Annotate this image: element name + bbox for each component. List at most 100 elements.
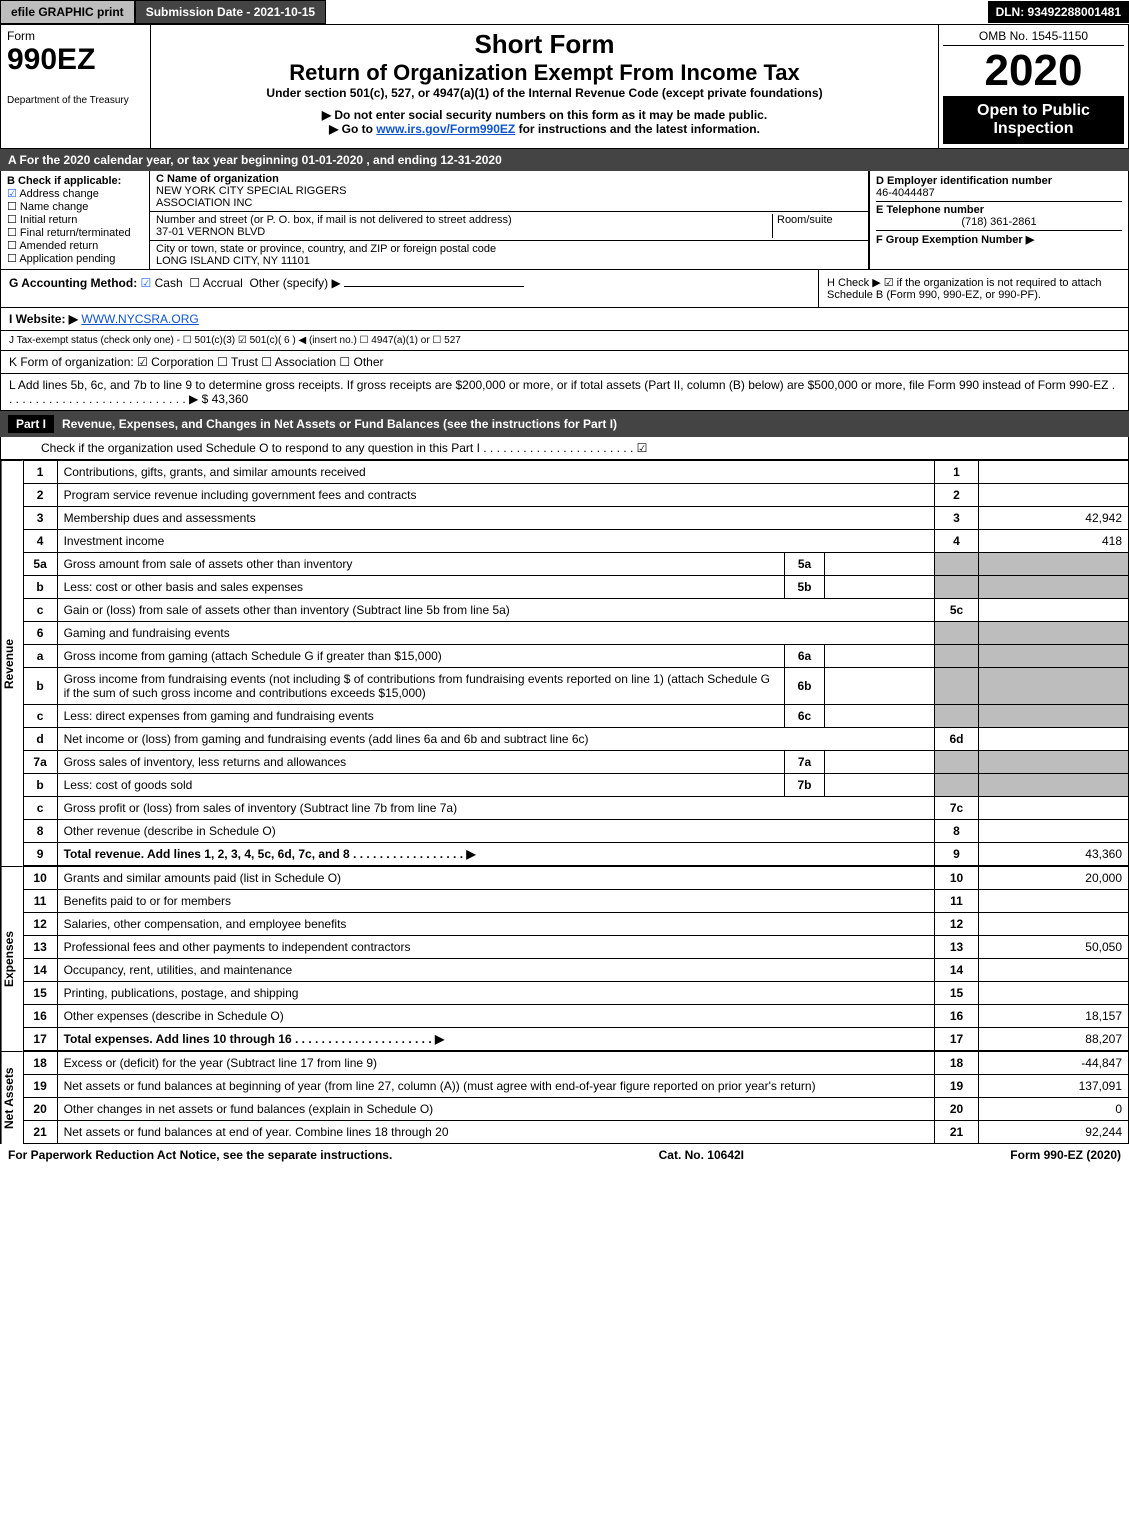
line-desc: Investment income <box>57 530 934 553</box>
line-desc: Net income or (loss) from gaming and fun… <box>57 728 934 751</box>
phone-value: (718) 361-2861 <box>876 216 1122 228</box>
line-row: 5aGross amount from sale of assets other… <box>23 553 1128 576</box>
line-number: 21 <box>23 1121 57 1144</box>
line-box <box>935 751 979 774</box>
line-desc: Grants and similar amounts paid (list in… <box>57 867 934 890</box>
efile-print-button[interactable]: efile GRAPHIC print <box>0 0 135 24</box>
line-box: 19 <box>935 1075 979 1098</box>
line-desc: Other changes in net assets or fund bala… <box>57 1098 934 1121</box>
tax-year: 2020 <box>943 46 1124 96</box>
chk-initial-return[interactable]: Initial return <box>7 213 143 226</box>
chk-final-return[interactable]: Final return/terminated <box>7 226 143 239</box>
line-desc: Gross amount from sale of assets other t… <box>57 553 784 576</box>
line-box: 1 <box>935 461 979 484</box>
line-box: 6d <box>935 728 979 751</box>
line-box <box>935 553 979 576</box>
line-number: 16 <box>23 1005 57 1028</box>
chk-accrual[interactable]: Accrual <box>189 276 242 290</box>
sub-line-number: 6a <box>785 645 825 668</box>
part-i-tag: Part I <box>8 415 54 433</box>
submission-date-button[interactable]: Submission Date - 2021-10-15 <box>135 0 326 24</box>
line-desc: Less: direct expenses from gaming and fu… <box>57 705 784 728</box>
department-label: Department of the Treasury <box>7 95 144 106</box>
sub-line-value <box>825 774 935 797</box>
line-desc: Other revenue (describe in Schedule O) <box>57 820 934 843</box>
website-row: I Website: ▶ WWW.NYCSRA.ORG <box>0 308 1129 331</box>
line-box: 4 <box>935 530 979 553</box>
i-label: I Website: ▶ <box>9 312 78 326</box>
city-label: City or town, state or province, country… <box>156 243 496 255</box>
line-row: 17Total expenses. Add lines 10 through 1… <box>23 1028 1128 1051</box>
line-number: c <box>23 797 57 820</box>
identity-block: B Check if applicable: Address change Na… <box>0 171 1129 270</box>
line-box <box>935 622 979 645</box>
line-box <box>935 645 979 668</box>
line-value <box>979 668 1129 705</box>
line-value <box>979 622 1129 645</box>
chk-cash[interactable]: Cash <box>141 276 183 290</box>
line-row: 18Excess or (deficit) for the year (Subt… <box>23 1052 1128 1075</box>
line-desc: Gross income from fundraising events (no… <box>57 668 784 705</box>
revenue-table: 1Contributions, gifts, grants, and simil… <box>23 460 1129 866</box>
line-value <box>979 599 1129 622</box>
line-value: 88,207 <box>979 1028 1129 1051</box>
netassets-section: Net Assets 18Excess or (deficit) for the… <box>0 1051 1129 1144</box>
line-box: 10 <box>935 867 979 890</box>
line-desc: Less: cost of goods sold <box>57 774 784 797</box>
chk-application-pending[interactable]: Application pending <box>7 252 143 265</box>
form-of-organization: K Form of organization: ☑ Corporation ☐ … <box>0 351 1129 374</box>
line-desc: Program service revenue including govern… <box>57 484 934 507</box>
line-number: 11 <box>23 890 57 913</box>
line-row: 16Other expenses (describe in Schedule O… <box>23 1005 1128 1028</box>
gross-receipts-note: L Add lines 5b, 6c, and 7b to line 9 to … <box>0 374 1129 411</box>
line-desc: Contributions, gifts, grants, and simila… <box>57 461 934 484</box>
line-value: 0 <box>979 1098 1129 1121</box>
website-link[interactable]: WWW.NYCSRA.ORG <box>81 312 198 326</box>
line-value: 18,157 <box>979 1005 1129 1028</box>
line-number: c <box>23 599 57 622</box>
chk-amended-return[interactable]: Amended return <box>7 239 143 252</box>
line-row: 10Grants and similar amounts paid (list … <box>23 867 1128 890</box>
line-box <box>935 668 979 705</box>
line-desc: Gain or (loss) from sale of assets other… <box>57 599 934 622</box>
line-row: aGross income from gaming (attach Schedu… <box>23 645 1128 668</box>
line-row: 4Investment income4418 <box>23 530 1128 553</box>
line-number: 7a <box>23 751 57 774</box>
chk-name-change[interactable]: Name change <box>7 200 143 213</box>
part-i-check: Check if the organization used Schedule … <box>0 437 1129 460</box>
line-desc: Total revenue. Add lines 1, 2, 3, 4, 5c,… <box>57 843 934 866</box>
line-row: 11Benefits paid to or for members11 <box>23 890 1128 913</box>
sub-line-number: 6c <box>785 705 825 728</box>
expenses-section: Expenses 10Grants and similar amounts pa… <box>0 866 1129 1051</box>
sub-line-number: 5a <box>785 553 825 576</box>
line-row: 12Salaries, other compensation, and empl… <box>23 913 1128 936</box>
check-applicable: B Check if applicable: Address change Na… <box>0 171 150 270</box>
part-i-bar: Part I Revenue, Expenses, and Changes in… <box>0 411 1129 437</box>
line-row: cGross profit or (loss) from sales of in… <box>23 797 1128 820</box>
line-value: -44,847 <box>979 1052 1129 1075</box>
sub-line-number: 5b <box>785 576 825 599</box>
chk-address-change[interactable]: Address change <box>7 187 143 200</box>
line-value <box>979 774 1129 797</box>
form-number: 990EZ <box>7 43 144 77</box>
ein-phone-block: D Employer identification number 46-4044… <box>869 171 1129 270</box>
line-box: 18 <box>935 1052 979 1075</box>
sub-line-value <box>825 751 935 774</box>
line-value <box>979 913 1129 936</box>
line-number: 5a <box>23 553 57 576</box>
line-number: 12 <box>23 913 57 936</box>
line-desc: Net assets or fund balances at beginning… <box>57 1075 934 1098</box>
line-value <box>979 576 1129 599</box>
line-row: 21Net assets or fund balances at end of … <box>23 1121 1128 1144</box>
d-label: D Employer identification number <box>876 175 1122 187</box>
line-box <box>935 576 979 599</box>
e-label: E Telephone number <box>876 201 1122 216</box>
line-value <box>979 959 1129 982</box>
org-name-1: NEW YORK CITY SPECIAL RIGGERS <box>156 185 862 197</box>
warn-ssn: ▶ Do not enter social security numbers o… <box>159 108 930 122</box>
line-value <box>979 645 1129 668</box>
line-box <box>935 774 979 797</box>
tax-exempt-status: J Tax-exempt status (check only one) - ☐… <box>0 331 1129 351</box>
irs-link[interactable]: www.irs.gov/Form990EZ <box>376 122 515 136</box>
street-label: Number and street (or P. O. box, if mail… <box>156 214 512 226</box>
